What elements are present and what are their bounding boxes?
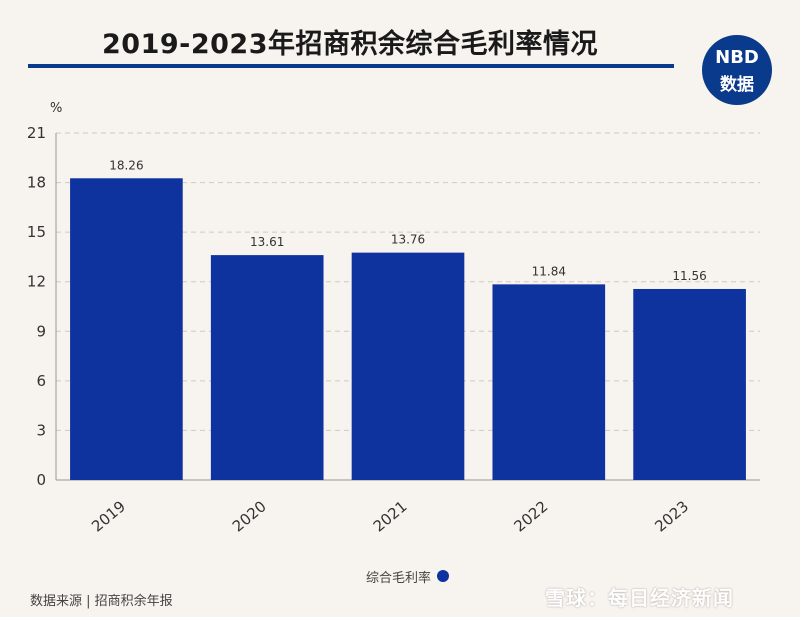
- y-tick-label: 0: [36, 471, 46, 489]
- y-tick-label: 9: [36, 322, 46, 340]
- title-underline: [28, 64, 674, 68]
- x-tick-label: 2021: [370, 497, 411, 535]
- legend: 综合毛利率: [366, 566, 450, 586]
- logo-text-nbd: NBD: [715, 47, 759, 68]
- bar: [210, 255, 324, 480]
- bar: [351, 252, 465, 480]
- brand-watermark: 雪球：每日经济新闻: [545, 586, 734, 610]
- data-label: 11.56: [672, 269, 706, 283]
- y-tick-label: 18: [27, 174, 46, 192]
- bar: [492, 284, 606, 480]
- y-tick-label: 21: [27, 124, 46, 142]
- data-label: 18.26: [109, 158, 143, 172]
- chart-title: 2019-2023年招商积余综合毛利率情况: [102, 29, 598, 60]
- data-label: 11.84: [532, 264, 566, 278]
- bar: [633, 288, 746, 480]
- logo-text-data: 数据: [720, 75, 754, 95]
- nbd-logo: NBD 数据: [702, 35, 772, 105]
- x-tick-label: 2023: [651, 497, 692, 535]
- data-label: 13.61: [250, 235, 284, 249]
- y-tick-label: 6: [36, 372, 46, 390]
- y-tick-label: 15: [27, 223, 46, 241]
- bar: [70, 178, 183, 480]
- source-note: 数据来源 | 招商积余年报: [30, 594, 173, 609]
- y-axis-unit: %: [50, 101, 62, 116]
- legend-swatch: [437, 570, 450, 582]
- y-tick-label: 3: [36, 421, 46, 439]
- x-tick-label: 2020: [229, 497, 270, 535]
- data-label: 13.76: [391, 233, 425, 247]
- y-tick-label: 12: [27, 273, 46, 291]
- x-tick-label: 2019: [88, 497, 129, 535]
- legend-label: 综合毛利率: [366, 570, 432, 586]
- x-tick-label: 2022: [511, 497, 552, 535]
